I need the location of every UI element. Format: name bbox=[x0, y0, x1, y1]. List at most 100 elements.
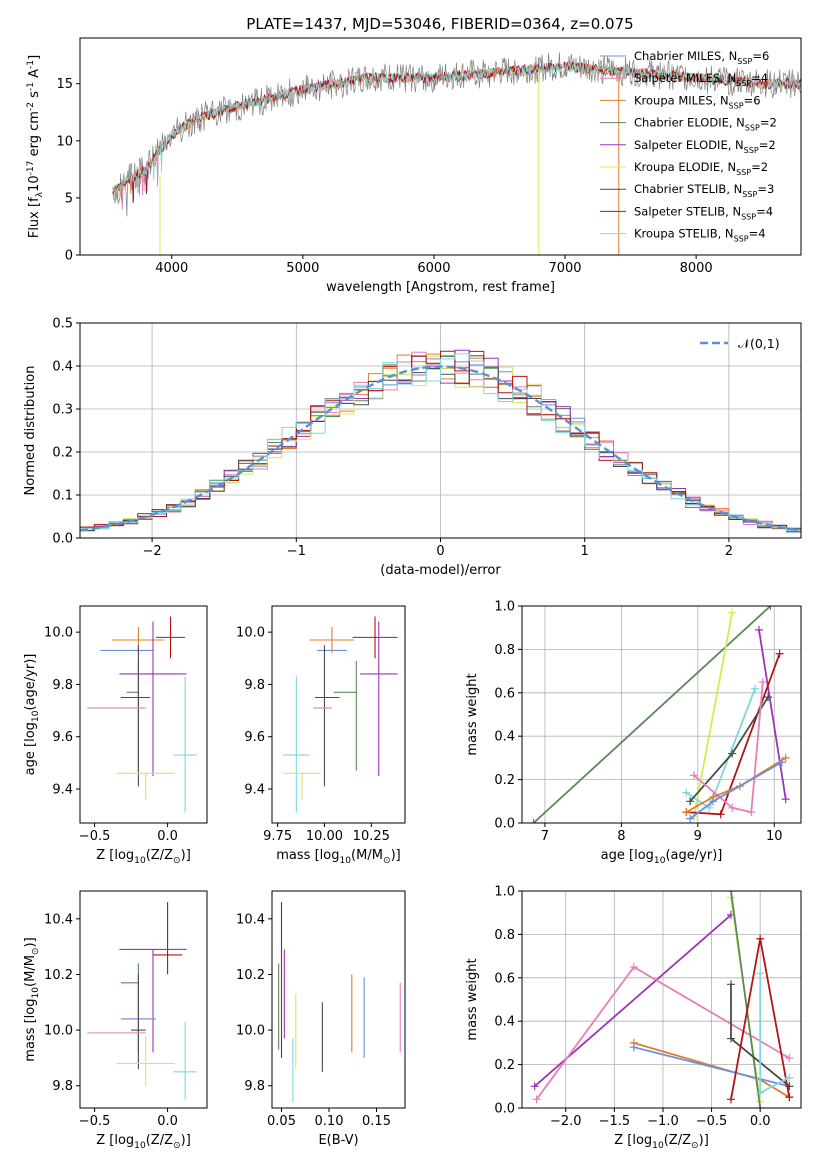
weight-point-kroupa-stelib bbox=[682, 788, 691, 797]
axes-frame bbox=[79, 605, 208, 824]
histogram-kroupa-stelib bbox=[80, 353, 801, 532]
y-tick-label: 0.2 bbox=[494, 773, 515, 788]
y-tick-label: 10.0 bbox=[44, 626, 73, 641]
y-tick-label: 0.6 bbox=[494, 971, 515, 986]
weight-point-salpeter-miles bbox=[629, 962, 638, 971]
y-tick-label: 10.4 bbox=[236, 912, 265, 927]
y-tick-label: 10.0 bbox=[44, 1024, 73, 1039]
weight-line-chabrier-miles bbox=[633, 1046, 790, 1088]
weight-point-kroupa-elodie bbox=[728, 608, 737, 617]
legend-label-kroupa-elodie: Kroupa ELODIE, NSSP=2 bbox=[634, 160, 768, 177]
model-spectrum-kroupa-stelib bbox=[112, 61, 801, 200]
weight-point-salpeter-stelib bbox=[716, 810, 725, 819]
legend-label-normal: 𝒩(0,1) bbox=[738, 336, 780, 351]
mass-vs-extinction-panel: 0.05 0.10 0.15 9.8 10.0 10.2 10.4 E(B-V) bbox=[236, 890, 406, 1148]
legend-label-chabrier-stelib: Chabrier STELIB, NSSP=3 bbox=[634, 182, 774, 199]
y-tick-label: 0.4 bbox=[52, 360, 73, 375]
y-tick-label: 10.0 bbox=[236, 1024, 265, 1039]
y-tick-label: 9.6 bbox=[52, 730, 73, 745]
y-tick-label: 5 bbox=[65, 191, 73, 206]
plot-area bbox=[87, 902, 197, 1100]
weight-point-salpeter-elodie bbox=[530, 1082, 539, 1091]
y-axis-label: mass weight bbox=[465, 673, 480, 755]
x-tick-label: −1.5 bbox=[599, 1114, 631, 1129]
weight-point-salpeter-miles bbox=[728, 803, 737, 812]
x-tick-label: 7000 bbox=[548, 261, 581, 276]
x-tick-label: −0.5 bbox=[696, 1114, 728, 1129]
weight-vs-age-panel: 7 8 9 10 0.0 0.2 0.4 0.6 0.8 1.0 age [log10(age/yr… bbox=[465, 600, 802, 866]
spectrum-legend: Chabrier MILES, NSSP=6 Salpeter MILES, NS… bbox=[600, 49, 777, 244]
weight-point-chabrier-elodie bbox=[756, 1104, 765, 1108]
weight-point-salpeter-miles bbox=[689, 771, 698, 780]
y-tick-label: 10.2 bbox=[236, 968, 265, 983]
weight-line-kroupa-miles bbox=[685, 757, 787, 813]
axes-frame bbox=[271, 605, 406, 824]
x-tick-label: 0.05 bbox=[267, 1114, 296, 1129]
weight-line-chabrier-elodie bbox=[532, 606, 772, 823]
y-tick-label: 0.8 bbox=[494, 928, 515, 943]
x-tick-label: 10.00 bbox=[306, 829, 343, 844]
y-axis-label: Normed distribution bbox=[23, 366, 38, 496]
y-tick-label: 9.8 bbox=[52, 678, 73, 693]
y-tick-label: 0.0 bbox=[52, 532, 73, 547]
y-tick-label: 0.2 bbox=[52, 446, 73, 461]
weight-point-chabrier-miles bbox=[709, 797, 718, 806]
x-tick-label: 6000 bbox=[417, 261, 450, 276]
x-tick-label: 10.25 bbox=[353, 829, 390, 844]
weight-point-kroupa-stelib bbox=[756, 1088, 765, 1097]
weight-point-salpeter-miles bbox=[747, 808, 756, 817]
legend-label-chabrier-miles: Chabrier MILES, NSSP=6 bbox=[634, 49, 769, 66]
plot-area bbox=[530, 891, 794, 1108]
weight-point-chabrier-stelib bbox=[728, 749, 737, 758]
weight-point-chabrier-stelib bbox=[727, 980, 736, 989]
histogram-salpeter-stelib bbox=[80, 350, 801, 532]
legend-label-kroupa-stelib: Kroupa STELIB, NSSP=4 bbox=[634, 227, 766, 244]
x-tick-label: −2 bbox=[143, 544, 162, 559]
y-tick-label: 9.8 bbox=[244, 678, 265, 693]
y-tick-label: 1.0 bbox=[494, 885, 515, 900]
axes-frame bbox=[521, 890, 802, 1109]
weight-point-salpeter-stelib bbox=[727, 1095, 736, 1104]
axes-frame bbox=[521, 605, 802, 824]
x-tick-label: 1 bbox=[581, 544, 589, 559]
x-tick-label: −0.5 bbox=[79, 829, 111, 844]
weight-point-chabrier-miles bbox=[629, 1043, 638, 1052]
x-tick-label: 2 bbox=[725, 544, 733, 559]
weight-point-kroupa-stelib bbox=[751, 684, 760, 693]
weight-point-chabrier-elodie bbox=[727, 891, 736, 895]
y-tick-label: 0.8 bbox=[494, 643, 515, 658]
weight-line-salpeter-miles bbox=[693, 681, 764, 814]
y-axis-label: mass weight bbox=[465, 958, 480, 1040]
y-tick-label: 10.2 bbox=[44, 968, 73, 983]
y-tick-label: 10 bbox=[56, 134, 73, 149]
weight-line-chabrier-elodie bbox=[730, 891, 762, 1108]
y-axis-label: Flux [fλ10-17 erg cm-2 s-1 A-1] bbox=[26, 55, 45, 238]
y-tick-label: 10.4 bbox=[44, 912, 73, 927]
y-tick-label: 9.4 bbox=[244, 783, 265, 798]
weight-point-salpeter-miles bbox=[758, 677, 767, 686]
x-tick-label: −2.0 bbox=[550, 1114, 582, 1129]
legend-label-chabrier-elodie: Chabrier ELODIE, NSSP=2 bbox=[634, 116, 777, 133]
weight-point-salpeter-elodie bbox=[781, 795, 790, 804]
weight-point-chabrier-miles bbox=[686, 814, 695, 823]
weight-point-salpeter-stelib bbox=[785, 1093, 794, 1102]
x-axis-label: Z [log10(Z/Z⊙)] bbox=[96, 1133, 191, 1151]
y-axis-label: age [log10(age/yr)] bbox=[23, 654, 41, 776]
x-tick-label: 4000 bbox=[155, 261, 188, 276]
weight-point-salpeter-elodie bbox=[754, 625, 763, 634]
weight-point-salpeter-stelib bbox=[775, 649, 784, 658]
x-tick-label: −1 bbox=[287, 544, 306, 559]
weight-point-salpeter-stelib bbox=[756, 934, 765, 943]
plot-area bbox=[529, 606, 790, 823]
y-tick-label: 10.0 bbox=[236, 626, 265, 641]
y-tick-label: 0.5 bbox=[52, 317, 73, 332]
y-tick-label: 0.4 bbox=[494, 1015, 515, 1030]
axes-frame bbox=[271, 890, 406, 1109]
weight-line-kroupa-elodie bbox=[693, 612, 734, 817]
y-tick-label: 9.8 bbox=[52, 1079, 73, 1094]
y-tick-label: 0.2 bbox=[494, 1058, 515, 1073]
residual-histogram-panel: −2 −1 0 1 2 0.0 0.1 0.2 0.3 0.4 0.5 (data-model)/er… bbox=[23, 317, 802, 578]
age-vs-metallicity-panel: −0.5 0.0 9.4 9.6 9.8 10.0 Z [log10(Z/Z⊙)] age [… bbox=[23, 605, 208, 866]
x-tick-label: 8000 bbox=[680, 261, 713, 276]
